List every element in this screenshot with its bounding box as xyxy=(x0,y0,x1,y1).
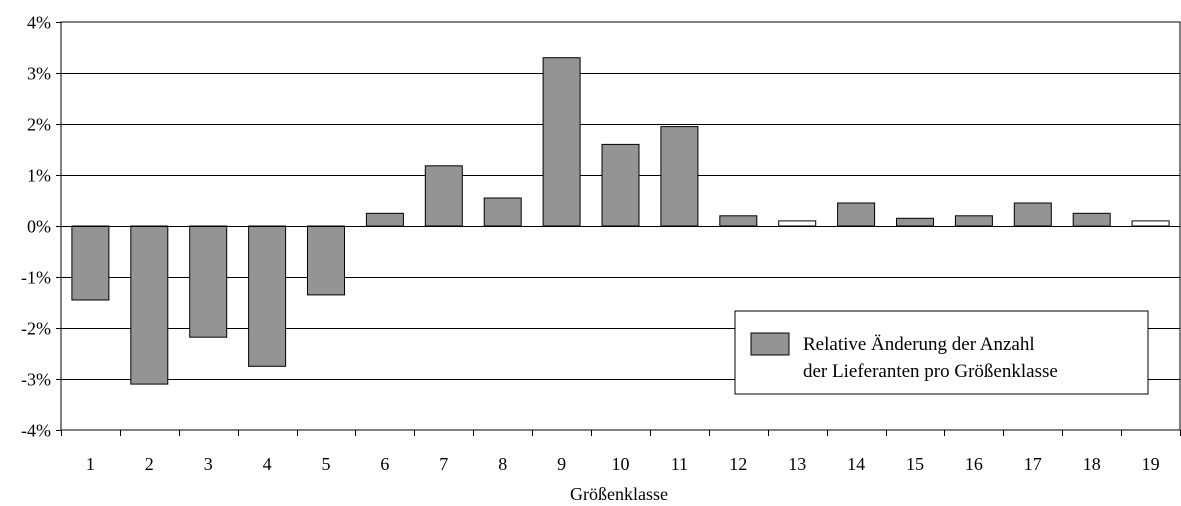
y-tick-label: 3% xyxy=(27,64,51,84)
x-tick-label: 3 xyxy=(204,454,213,474)
bar xyxy=(365,212,404,227)
x-axis-ticks: 1 2 3 4 5 6 7 8 9 10 11 12 13 14 15 16 17 18 19 xyxy=(61,430,1181,474)
x-tick-label: 13 xyxy=(788,454,806,474)
y-tick-label: -2% xyxy=(21,319,51,339)
bar xyxy=(1013,202,1052,227)
x-tick-label: 5 xyxy=(322,454,331,474)
bar xyxy=(719,215,758,227)
x-tick-label: 6 xyxy=(380,454,389,474)
x-tick-label: 7 xyxy=(439,454,448,474)
bar xyxy=(71,225,110,301)
x-axis-title: Größenklasse xyxy=(570,484,668,504)
legend-swatch xyxy=(750,332,790,356)
y-tick-label: 0% xyxy=(27,217,51,237)
bar xyxy=(483,197,522,227)
x-tick-label: 2 xyxy=(145,454,154,474)
x-tick-label: 18 xyxy=(1083,454,1101,474)
y-tick-label: -4% xyxy=(21,421,51,441)
x-tick-label: 12 xyxy=(729,454,747,474)
x-tick-label: 1 xyxy=(86,454,95,474)
legend-label-line-2: der Lieferanten pro Größenklasse xyxy=(803,361,1058,382)
y-tick-label: 4% xyxy=(27,13,51,33)
plot-frame xyxy=(60,21,1181,431)
legend-box xyxy=(734,310,1149,395)
bar xyxy=(778,220,817,227)
bar xyxy=(1072,212,1111,227)
x-tick-label: 14 xyxy=(847,454,865,474)
bar xyxy=(130,225,169,385)
bar xyxy=(424,165,463,227)
bar xyxy=(542,57,581,227)
x-tick-label: 17 xyxy=(1024,454,1042,474)
bar xyxy=(837,202,876,227)
bar xyxy=(660,126,699,227)
x-tick-label: 11 xyxy=(671,454,688,474)
bar xyxy=(189,225,228,338)
x-tick-label: 10 xyxy=(612,454,630,474)
x-tick-label: 8 xyxy=(498,454,507,474)
bar xyxy=(307,225,345,296)
bar xyxy=(248,225,287,367)
bar xyxy=(1131,220,1170,227)
bar xyxy=(896,217,934,227)
bar xyxy=(601,143,640,227)
x-tick-label: 9 xyxy=(557,454,566,474)
y-tick-label: -1% xyxy=(21,268,51,288)
x-tick-label: 4 xyxy=(263,454,272,474)
x-tick-label: 16 xyxy=(965,454,983,474)
bars xyxy=(61,57,1180,385)
y-tick-label: 1% xyxy=(27,166,51,186)
y-axis-ticks: -4% -3% -2% -1% 0% 1% 2% 3% 4% xyxy=(21,13,61,441)
bar xyxy=(954,215,993,227)
x-tick-label: 19 xyxy=(1142,454,1160,474)
legend-label-line-1: Relative Änderung der Anzahl xyxy=(803,334,1035,355)
x-tick-label: 15 xyxy=(906,454,924,474)
y-tick-label: 2% xyxy=(27,115,51,135)
y-tick-label: -3% xyxy=(21,370,51,390)
legend: Relative Änderung der Anzahl der Liefera… xyxy=(734,310,1149,395)
